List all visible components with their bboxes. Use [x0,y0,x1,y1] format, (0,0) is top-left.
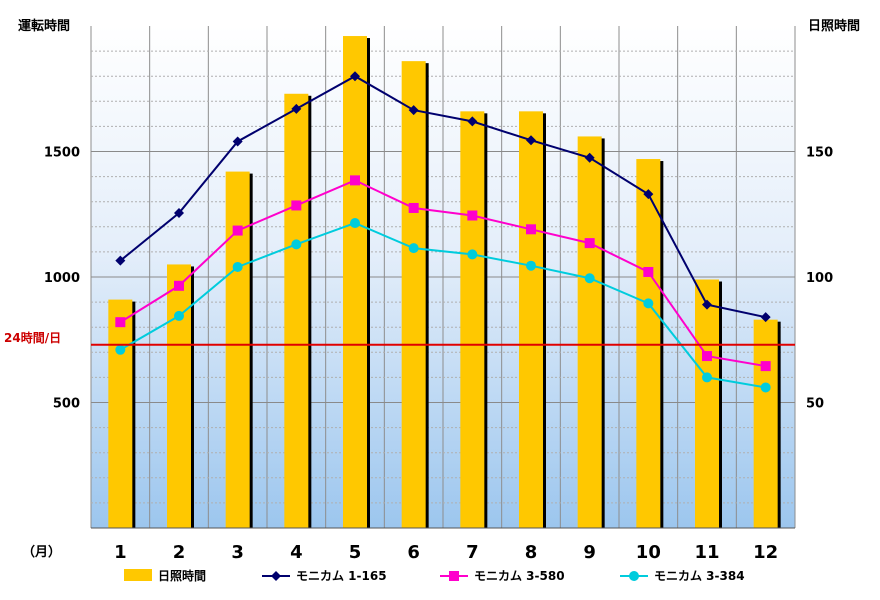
data-point [271,571,281,581]
data-point [760,361,771,372]
bar [753,319,778,528]
data-point [467,116,478,127]
data-point [174,310,184,321]
right-tick-label: 100 [806,271,833,286]
data-point [702,351,712,362]
grid [90,26,796,528]
x-tick-label: 8 [525,542,538,563]
data-point [291,200,302,211]
data-point [174,280,184,291]
series-lines [115,71,771,393]
data-point [115,344,126,355]
bar [108,299,133,528]
x-tick-label: 11 [694,542,719,563]
x-tick-label: 10 [636,542,661,563]
data-point [350,218,360,229]
x-tick-label: 12 [753,542,778,563]
data-point [629,571,639,581]
bar [343,36,367,528]
right-tick-label: 50 [806,397,824,412]
series-line [119,179,766,368]
data-point [174,207,184,218]
x-unit-label: （月） [22,544,61,560]
data-point [115,317,126,328]
bar [167,264,191,528]
data-point [760,382,771,393]
data-point [291,103,302,114]
bar [519,111,543,528]
series-line [119,221,766,389]
data-point [760,312,771,323]
data-point [291,239,302,250]
data-point [408,202,419,213]
legend-swatch-bar [124,569,152,581]
x-tick-label: 1 [114,542,127,563]
data-point [702,372,712,383]
reference-line-label: 24時間/日 [4,330,61,345]
left-tick-label: 500 [53,397,80,412]
data-point [449,571,459,581]
legend-label: モニカム 3-384 [654,569,745,583]
bar [460,111,485,528]
data-point [643,298,654,309]
left-axis-title: 運転時間 [18,18,70,34]
data-point [584,238,595,249]
reference-line-group: 24時間/日 [4,330,795,346]
data-point [643,189,654,200]
x-tick-label: 5 [349,542,362,563]
right-tick-label: 150 [806,146,833,161]
data-point [584,273,595,284]
bar [695,279,719,528]
data-point [115,255,126,266]
x-tick-label: 7 [466,542,479,563]
data-point [584,152,595,163]
right-axis-title: 日照時間 [808,18,860,34]
data-point [408,105,419,116]
legend-label: モニカム 1-165 [296,569,387,583]
data-point [232,261,243,272]
data-point [350,175,360,186]
data-point [232,136,243,147]
x-tick-label: 6 [407,542,420,563]
series-line [119,75,766,319]
data-point [408,243,419,254]
x-tick-label: 4 [290,542,303,563]
data-point [643,266,654,277]
bars [108,36,781,529]
data-point [467,249,478,260]
data-point [702,299,712,310]
legend-label: モニカム 3-580 [474,569,565,583]
x-tick-label: 9 [583,542,596,563]
legend-label: 日照時間 [158,568,206,583]
bar [636,159,661,528]
bar [225,171,250,528]
data-point [526,135,536,146]
data-point [526,224,536,235]
left-tick-label: 1000 [44,271,80,286]
bar [577,136,602,528]
data-point [467,210,478,221]
data-point [526,260,536,271]
legend: 日照時間 モニカム 1-165 モニカム 3-580 モニカム 3-384 [124,568,745,583]
bar [284,93,309,529]
x-tick-label: 2 [173,542,186,563]
data-point [232,225,243,236]
data-point [350,71,360,82]
left-tick-label: 1500 [44,146,80,161]
x-tick-label: 3 [231,542,244,563]
bar [401,61,426,528]
